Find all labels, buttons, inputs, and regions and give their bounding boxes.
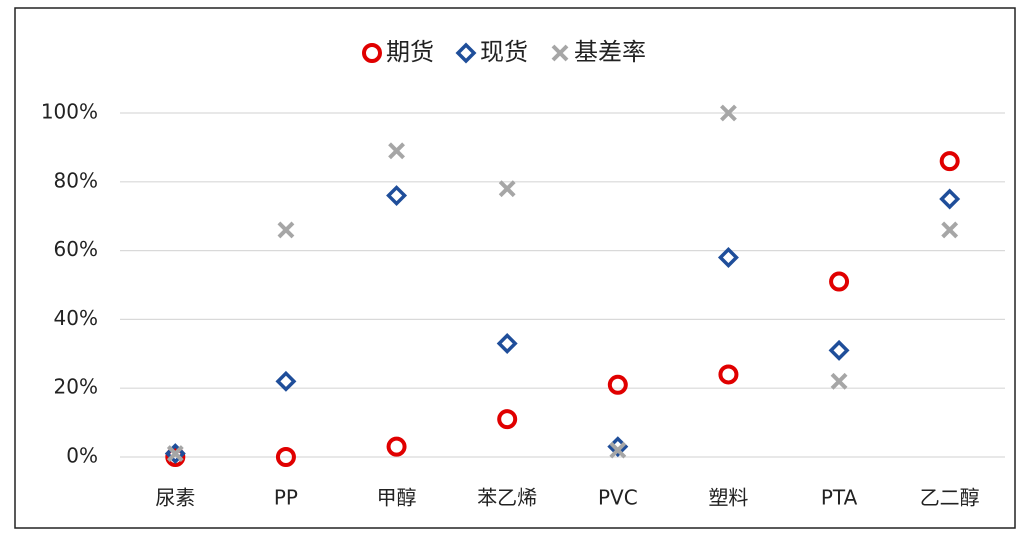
x-tick-label: 苯乙烯: [477, 486, 537, 510]
legend-marker: [455, 42, 477, 64]
point: [498, 180, 516, 198]
point: [275, 447, 296, 467]
point: [830, 372, 848, 390]
point: [497, 409, 518, 430]
x-tick-label: 乙二醇: [920, 486, 980, 510]
x-tick-label: PTA: [821, 486, 858, 510]
legend-label: 期货: [386, 38, 434, 66]
point: [717, 247, 739, 268]
point: [386, 185, 408, 207]
point: [941, 221, 959, 239]
y-tick-label: 40%: [54, 306, 98, 330]
point: [496, 333, 518, 354]
y-tick-label: 0%: [66, 444, 98, 468]
legend-marker: [362, 43, 382, 63]
point: [609, 441, 627, 459]
y-tick-label: 20%: [54, 375, 98, 399]
point: [828, 339, 850, 361]
legend-label: 基差率: [574, 38, 646, 66]
point: [386, 436, 407, 457]
x-tick-label: 塑料: [708, 486, 748, 510]
point: [607, 374, 628, 395]
y-tick-label: 60%: [54, 237, 98, 261]
x-tick-label: PVC: [598, 486, 638, 510]
point: [388, 142, 405, 160]
point: [166, 445, 184, 462]
x-tick-label: 尿素: [155, 486, 195, 510]
chart-border: [14, 7, 1016, 529]
legend-label: 现货: [480, 38, 528, 66]
point: [718, 364, 739, 385]
point: [275, 370, 297, 392]
point: [939, 188, 961, 210]
point: [165, 447, 186, 467]
x-tick-label: 甲醇: [377, 486, 417, 510]
y-tick-label: 100%: [41, 100, 98, 124]
y-tick-label: 80%: [54, 168, 98, 192]
point: [829, 271, 850, 292]
x-tick-label: PP: [274, 486, 298, 510]
legend-marker: [551, 44, 569, 62]
point: [720, 104, 737, 122]
point: [939, 151, 960, 172]
point: [277, 221, 295, 239]
